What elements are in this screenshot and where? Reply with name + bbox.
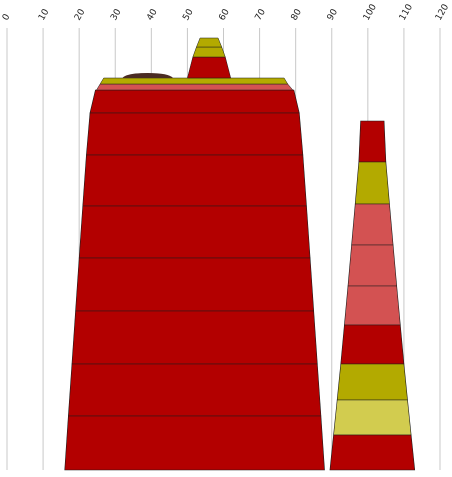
band-mark (68, 363, 322, 417)
x-tick-label: 20 (73, 7, 88, 22)
band-mark (75, 257, 315, 312)
x-tick-label: 90 (326, 7, 341, 22)
x-tick-label: 40 (145, 7, 160, 22)
cap-mark (96, 83, 294, 91)
x-tick-label: 60 (217, 7, 232, 22)
mound-mark (122, 73, 173, 78)
band-mark (89, 89, 300, 114)
cap-mark (192, 46, 226, 58)
cap-mark (196, 37, 223, 48)
band-mark (82, 154, 307, 207)
x-tick-label: 100 (362, 2, 379, 22)
band-mark (78, 205, 311, 259)
band-mark (347, 244, 398, 287)
x-tick-label: 120 (434, 2, 451, 22)
x-tick-label: 70 (254, 7, 269, 22)
band-mark (354, 161, 390, 205)
x-tick-label: 50 (181, 7, 196, 22)
x-tick-label: 110 (398, 2, 415, 22)
short-stepped-stack (329, 120, 416, 471)
x-tick-label: 10 (37, 7, 52, 22)
band-mark (340, 324, 405, 365)
band-mark (329, 434, 416, 471)
band-mark (358, 120, 387, 163)
chart-shapes (64, 37, 416, 471)
x-tick-label: 0 (1, 12, 13, 22)
cap-mark (99, 77, 289, 85)
band-mark (336, 363, 408, 401)
x-tick-label: 30 (109, 7, 124, 22)
band-mark (344, 285, 401, 326)
band-mark (64, 415, 325, 471)
x-tick-labels: 0 10 20 30 40 50 60 70 80 90 100 110 120 (1, 2, 451, 22)
cap-mark (187, 56, 232, 79)
band-mark (333, 399, 412, 436)
band-mark (71, 310, 318, 365)
x-tick-label: 80 (290, 7, 305, 22)
tall-stepped-stack (64, 37, 325, 471)
band-mark (351, 203, 394, 246)
band-mark (86, 112, 304, 156)
